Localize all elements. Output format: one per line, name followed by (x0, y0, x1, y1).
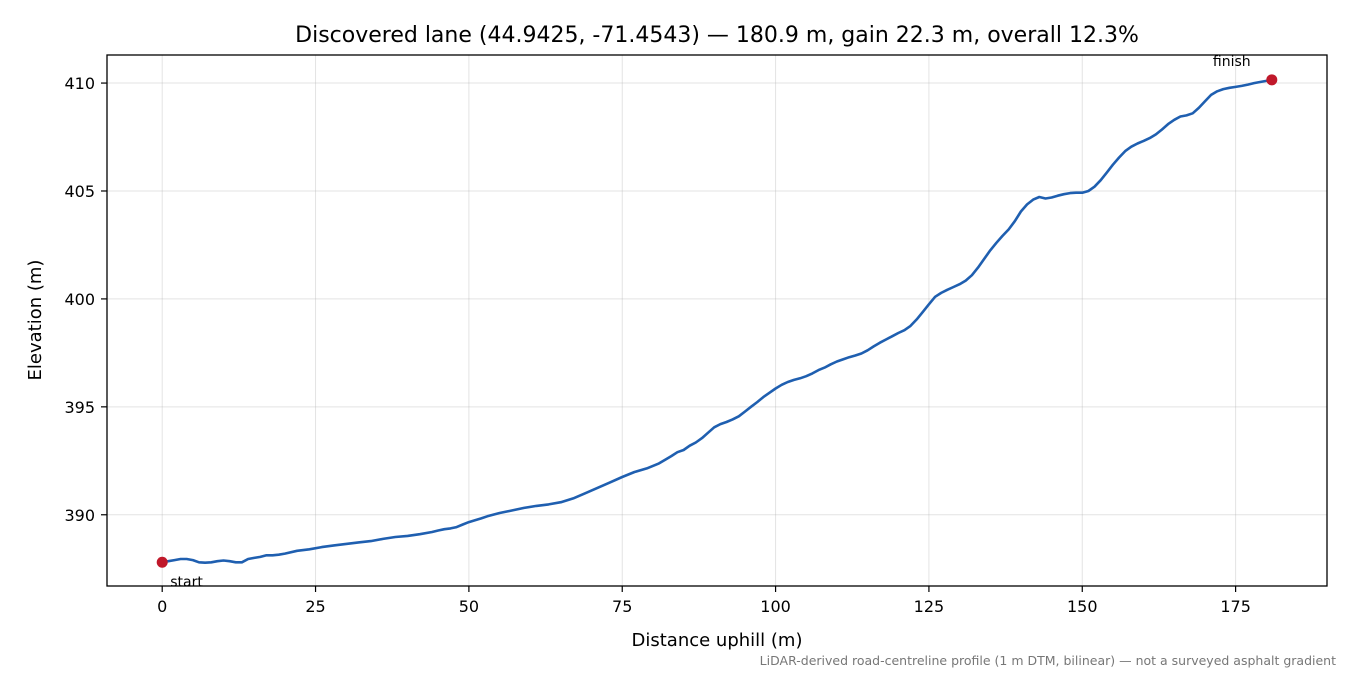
endpoint-markers: start finish (156, 54, 1278, 590)
chart-title: Discovered lane (44.9425, -71.4543) — 18… (295, 23, 1139, 48)
x-tick-label: 0 (157, 597, 167, 616)
elevation-line (160, 78, 1274, 565)
series-group (160, 78, 1274, 565)
y-tick-label: 400 (64, 290, 95, 309)
y-axis-ticks: 390 395 400 405 410 (64, 74, 107, 525)
x-tick-label: 175 (1220, 597, 1251, 616)
plot-frame (106, 54, 1328, 587)
x-tick-label: 125 (914, 597, 945, 616)
x-tick-label: 150 (1067, 597, 1098, 616)
x-axis-ticks: 0 25 50 75 100 125 150 175 (157, 586, 1251, 616)
y-tick-label: 410 (64, 74, 95, 93)
start-label: start (170, 574, 203, 590)
y-tick-label: 390 (64, 506, 95, 525)
finish-marker (1266, 74, 1278, 86)
y-tick-label: 395 (64, 398, 95, 417)
y-tick-label: 405 (64, 182, 95, 201)
y-axis-label: Elevation (m) (25, 260, 46, 381)
x-tick-label: 75 (612, 597, 632, 616)
x-axis-label: Distance uphill (m) (632, 630, 803, 651)
x-tick-label: 50 (459, 597, 479, 616)
x-tick-label: 100 (760, 597, 791, 616)
x-tick-label: 25 (305, 597, 325, 616)
footnote: LiDAR-derived road-centreline profile (1… (760, 653, 1336, 668)
grid (107, 55, 1327, 586)
start-marker (156, 556, 168, 568)
finish-label: finish (1213, 54, 1251, 70)
